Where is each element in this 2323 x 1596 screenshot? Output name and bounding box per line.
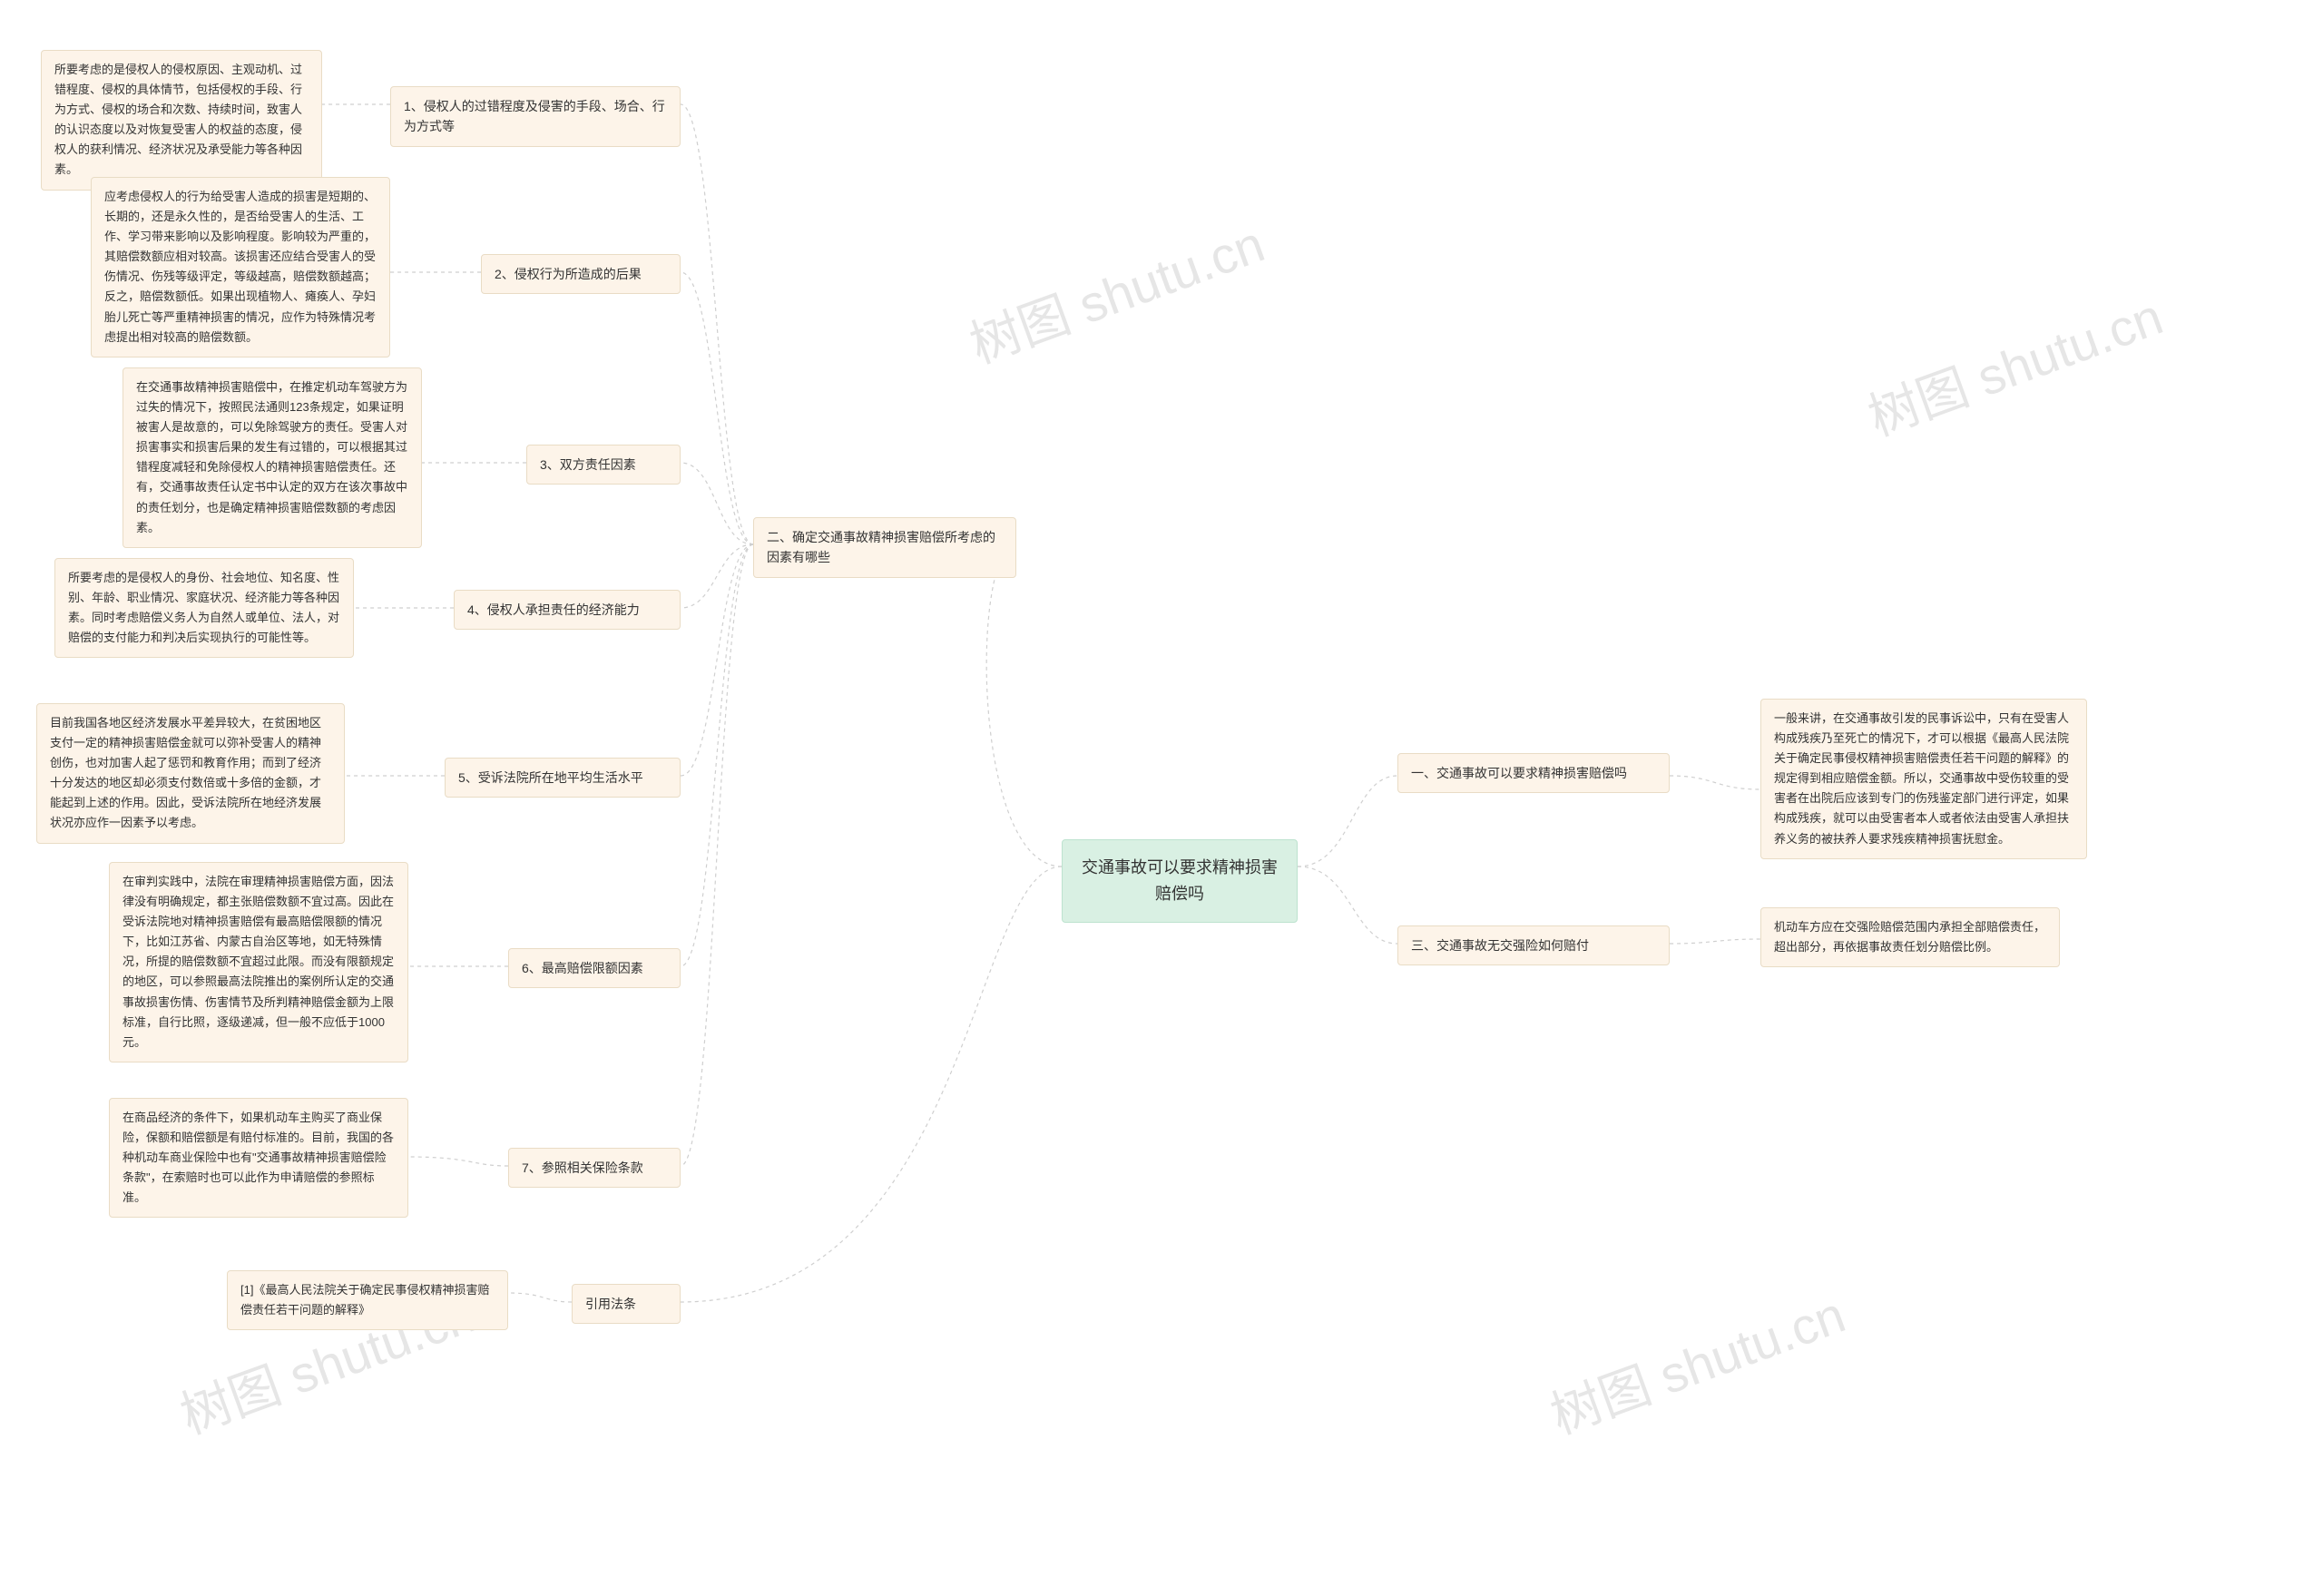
leaf-1: 1、侵权人的过错程度及侵害的手段、场合、行为方式等 (390, 86, 681, 147)
watermark: 树图 shutu.cn (958, 203, 1273, 377)
leaf-4: 4、侵权人承担责任的经济能力 (454, 590, 681, 630)
leaf-6: 6、最高赔偿限额因素 (508, 948, 681, 988)
leaf-5: 5、受诉法院所在地平均生活水平 (445, 758, 681, 798)
detail-4: 所要考虑的是侵权人的身份、社会地位、知名度、性别、年龄、职业情况、家庭状况、经济… (54, 558, 354, 658)
detail-1: 所要考虑的是侵权人的侵权原因、主观动机、过错程度、侵权的具体情节，包括侵权的手段… (41, 50, 322, 191)
leaf-7: 7、参照相关保险条款 (508, 1148, 681, 1188)
detail-6: 在审判实践中，法院在审理精神损害赔偿方面，因法律没有明确规定，都主张赔偿数额不宜… (109, 862, 408, 1062)
branch-right-1: 一、交通事故可以要求精神损害赔偿吗 (1397, 753, 1670, 793)
watermark: 树图 shutu.cn (1857, 276, 2171, 450)
detail-cite: [1]《最高人民法院关于确定民事侵权精神损害赔偿责任若干问题的解释》 (227, 1270, 508, 1330)
detail-7: 在商品经济的条件下，如果机动车主购买了商业保险，保额和赔偿额是有赔付标准的。目前… (109, 1098, 408, 1218)
leaf-2: 2、侵权行为所造成的后果 (481, 254, 681, 294)
detail-5: 目前我国各地区经济发展水平差异较大，在贫困地区支付一定的精神损害赔偿金就可以弥补… (36, 703, 345, 844)
leaf-3: 3、双方责任因素 (526, 445, 681, 485)
detail-2: 应考虑侵权人的行为给受害人造成的损害是短期的、长期的，还是永久性的，是否给受害人… (91, 177, 390, 357)
branch-cite: 引用法条 (572, 1284, 681, 1324)
detail-right-1: 一般来讲，在交通事故引发的民事诉讼中，只有在受害人构成残疾乃至死亡的情况下，才可… (1760, 699, 2087, 859)
branch-right-3: 三、交通事故无交强险如何赔付 (1397, 925, 1670, 965)
detail-3: 在交通事故精神损害赔偿中，在推定机动车驾驶方为过失的情况下，按照民法通则123条… (123, 367, 422, 548)
watermark: 树图 shutu.cn (1539, 1274, 1854, 1448)
detail-right-3: 机动车方应在交强险赔偿范围内承担全部赔偿责任，超出部分，再依据事故责任划分赔偿比… (1760, 907, 2060, 967)
root-node: 交通事故可以要求精神损害赔偿吗 (1062, 839, 1298, 923)
branch-left-main: 二、确定交通事故精神损害赔偿所考虑的因素有哪些 (753, 517, 1016, 578)
